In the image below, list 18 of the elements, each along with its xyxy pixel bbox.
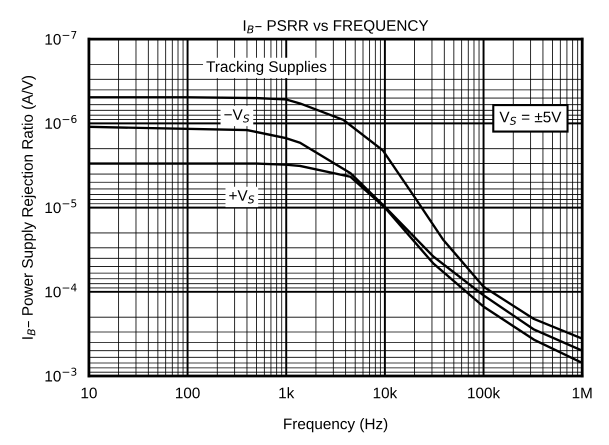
y-tick-label: 10$^{−3}$ [46,368,76,382]
y-axis-title: I$_{B}$– Power Supply Rejection Ratio (A/V) [22,76,36,339]
x-tick-label: 10 [82,388,97,398]
x-tick-label: 1k [279,387,294,398]
series-label: Tracking Supplies [206,60,326,76]
x-tick-label: 1M [572,388,592,398]
y-tick-label: 10$^{−5}$ [46,199,76,214]
x-axis-title: Frequency (Hz) [284,418,388,432]
series-label: +V$_{S}$ [229,190,254,204]
series-label: −V$_{S}$ [224,109,250,123]
x-tick-label: 100k [468,387,500,398]
y-tick-label: 10$^{−7}$ [46,30,76,45]
chart-title: I$_{B}$– PSRR vs FREQUENCY [244,20,428,34]
annotation: V$_{S}$ = ±5V [499,112,562,125]
y-tick-label: 10$^{−4}$ [46,284,77,298]
x-tick-label: 10k [374,387,398,398]
y-tick-label: 10$^{−6}$ [46,115,77,129]
x-tick-label: 100 [176,388,200,398]
